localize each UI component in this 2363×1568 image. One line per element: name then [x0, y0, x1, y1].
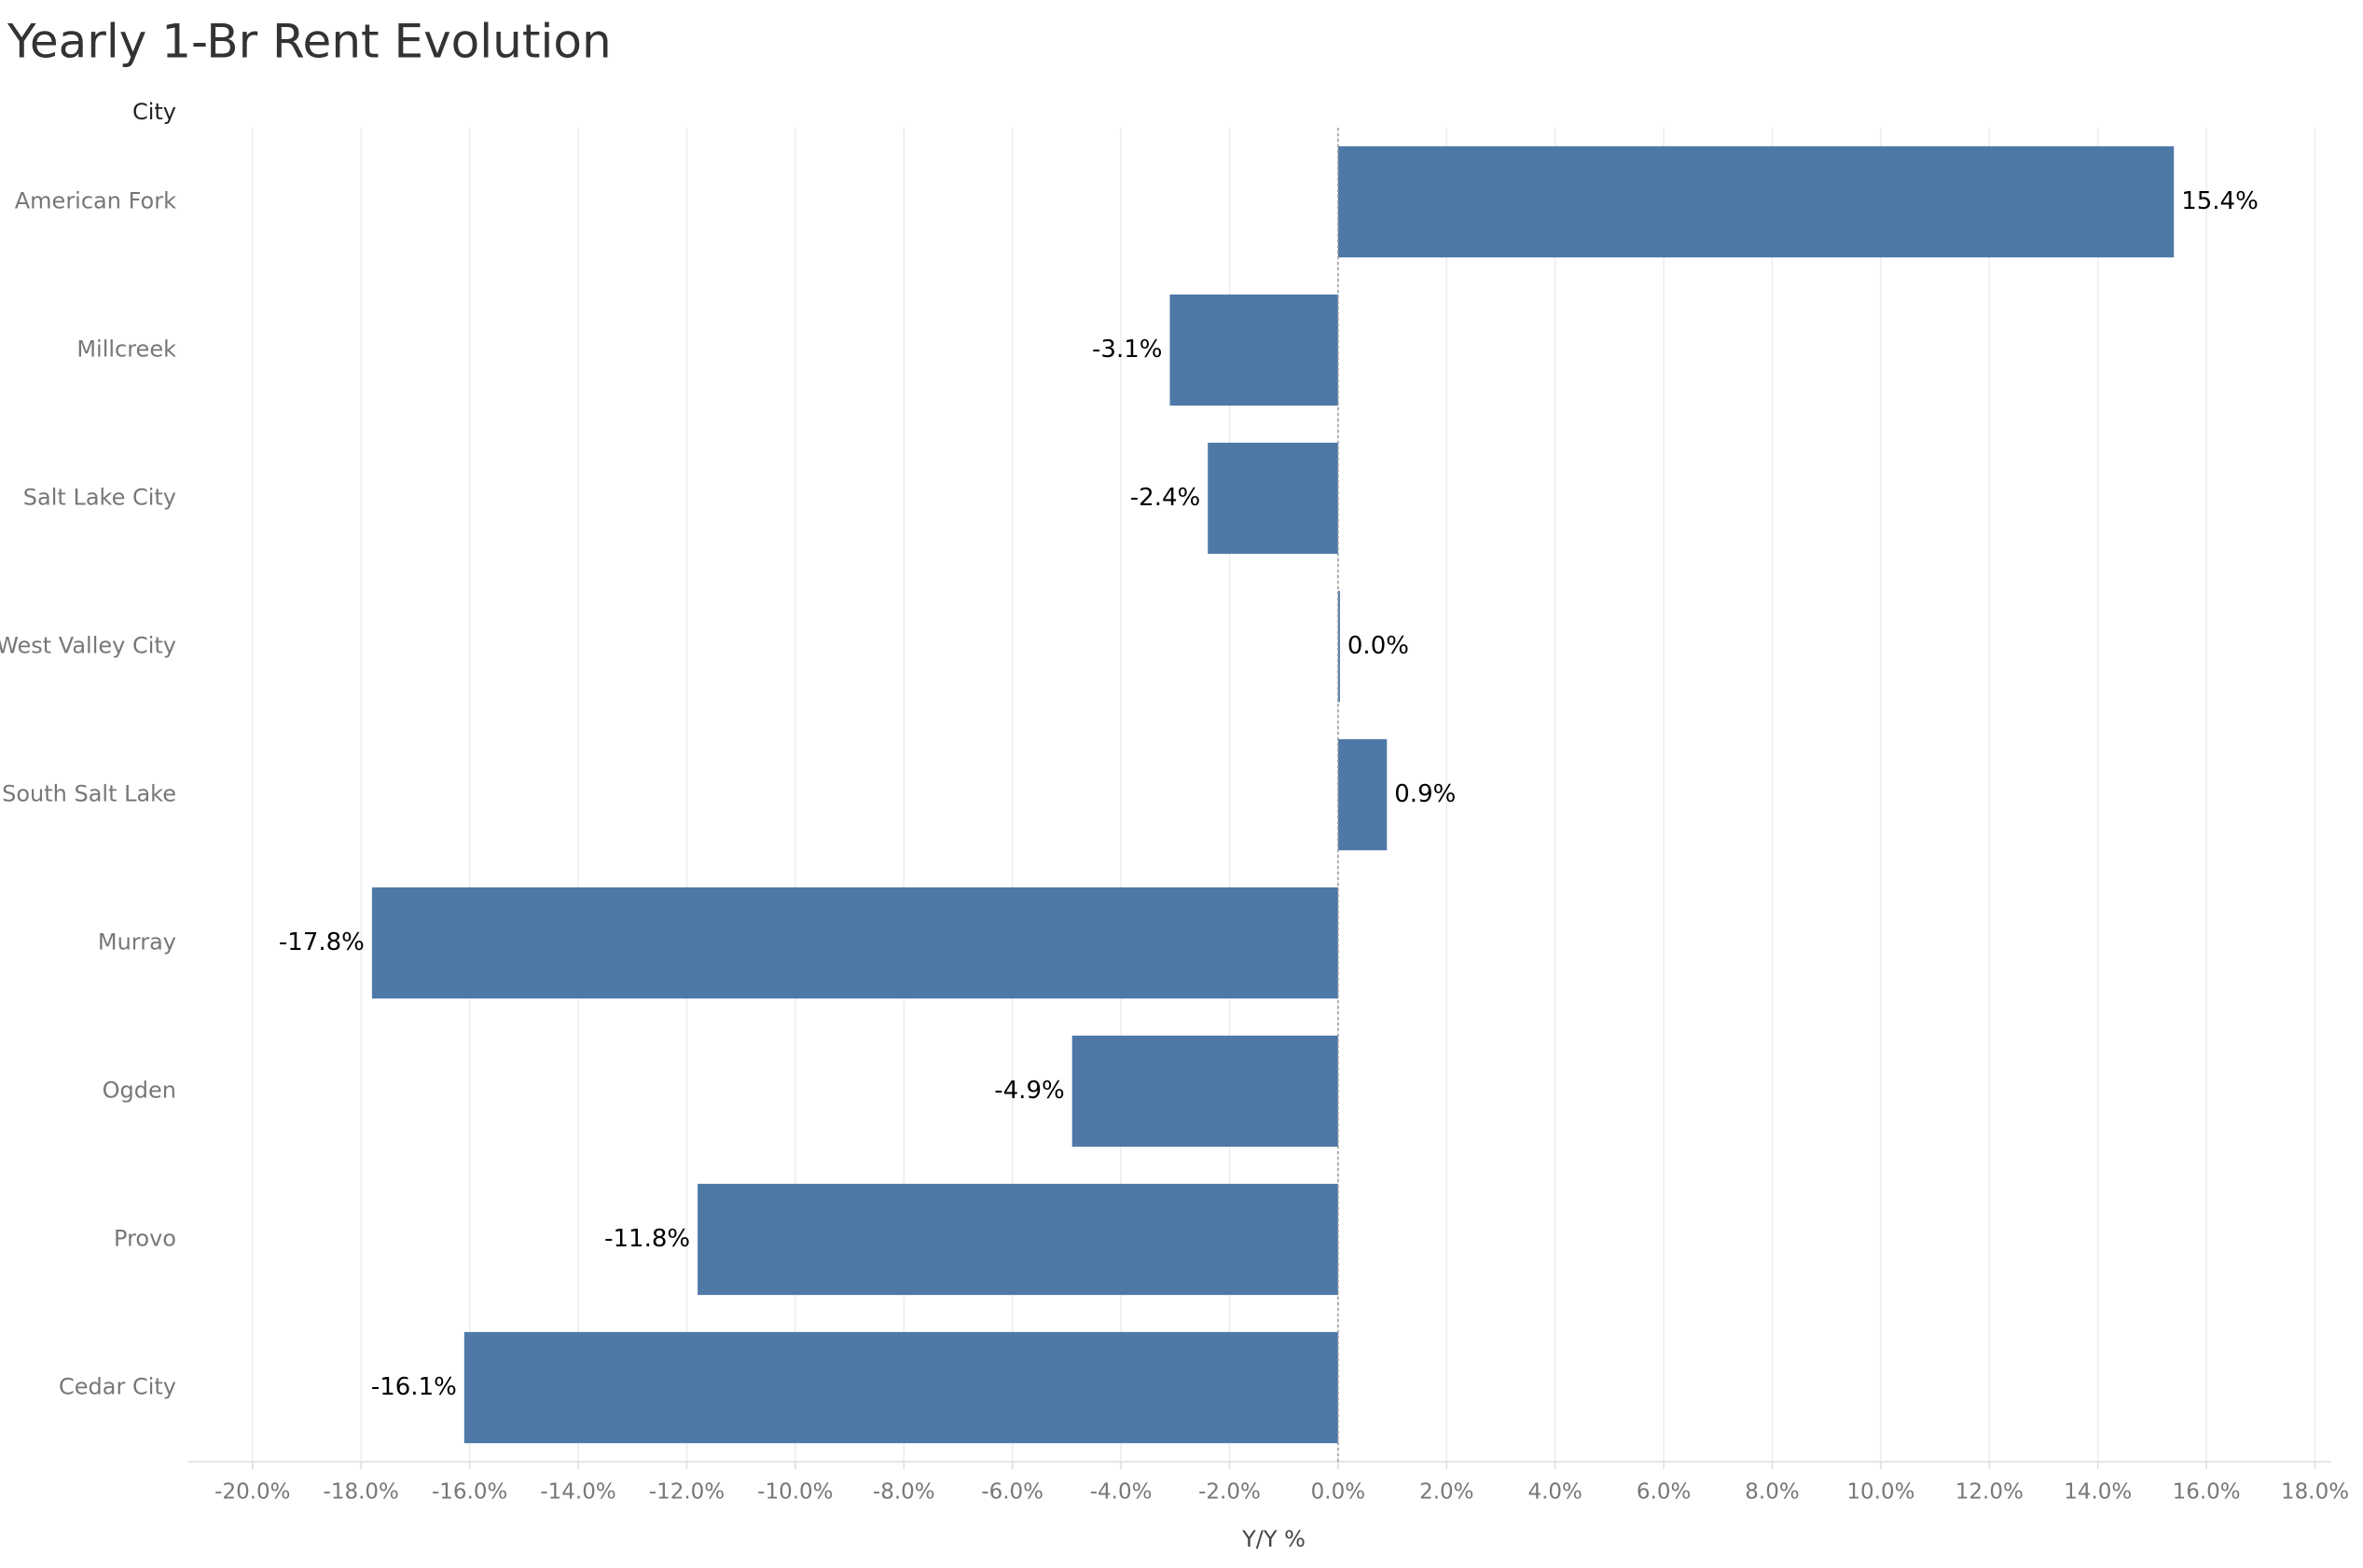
- bar: [1208, 442, 1338, 555]
- x-axis-title: Y/Y %: [1241, 1526, 1306, 1552]
- value-label: 15.4%: [2181, 187, 2259, 215]
- value-label: -3.1%: [1092, 336, 1162, 364]
- x-tick-label: -6.0%: [981, 1480, 1043, 1505]
- x-tick-label: -12.0%: [649, 1480, 725, 1505]
- y-axis-title: City: [132, 99, 176, 125]
- y-tick-label: South Salt Lake: [2, 781, 176, 807]
- x-tick-label: 12.0%: [1955, 1480, 2024, 1505]
- y-tick-label: Salt Lake City: [23, 485, 176, 511]
- x-tick-label: 6.0%: [1637, 1480, 1691, 1505]
- x-tick-label: -14.0%: [540, 1480, 615, 1505]
- value-label: -16.1%: [371, 1373, 457, 1401]
- y-tick-label: Cedar City: [59, 1374, 176, 1400]
- x-tick-label: -16.0%: [432, 1480, 507, 1505]
- bar: [1337, 145, 2175, 258]
- y-tick-label: West Valley City: [0, 633, 176, 659]
- value-label: -2.4%: [1130, 484, 1200, 512]
- bar: [698, 1183, 1338, 1296]
- bar: [1337, 590, 1340, 703]
- value-label: -4.9%: [994, 1077, 1064, 1105]
- y-tick-label: Millcreek: [76, 337, 176, 363]
- y-tick-label: Murray: [98, 929, 176, 956]
- value-label: -17.8%: [279, 928, 365, 956]
- x-tick-label: 10.0%: [1846, 1480, 1914, 1505]
- x-tick-label: -4.0%: [1090, 1480, 1153, 1505]
- x-tick-label: 0.0%: [1311, 1480, 1365, 1505]
- x-tick-label: 16.0%: [2173, 1480, 2241, 1505]
- bar: [463, 1331, 1338, 1444]
- value-label: 0.0%: [1347, 632, 1409, 660]
- x-tick-label: 4.0%: [1527, 1480, 1582, 1505]
- x-tick-label: -10.0%: [757, 1480, 833, 1505]
- y-tick-label: Ogden: [103, 1078, 176, 1104]
- x-tick-label: -2.0%: [1198, 1480, 1261, 1505]
- x-tick-label: 8.0%: [1745, 1480, 1799, 1505]
- x-tick-label: 2.0%: [1419, 1480, 1473, 1505]
- value-label: -11.8%: [604, 1225, 690, 1253]
- y-tick-label: American Fork: [15, 188, 176, 214]
- x-tick-label: -8.0%: [873, 1480, 935, 1505]
- bar: [371, 887, 1338, 999]
- x-tick-label: -18.0%: [324, 1480, 399, 1505]
- chart-title: Yearly 1-Br Rent Evolution: [7, 15, 612, 69]
- value-label: 0.9%: [1394, 780, 1456, 808]
- bar: [1169, 294, 1338, 406]
- x-tick-label: 18.0%: [2281, 1480, 2349, 1505]
- y-tick-label: Provo: [114, 1226, 176, 1252]
- bar: [1071, 1035, 1338, 1148]
- bar: [1337, 738, 1388, 851]
- x-tick-label: 14.0%: [2064, 1480, 2132, 1505]
- x-tick-label: -20.0%: [214, 1480, 290, 1505]
